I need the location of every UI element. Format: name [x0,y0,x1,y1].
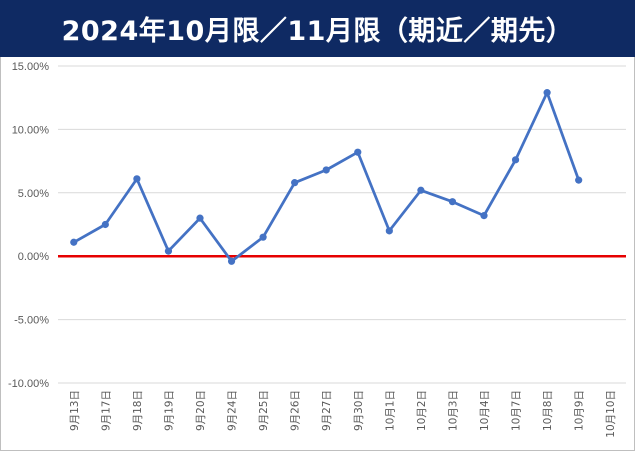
series-line [72,91,581,263]
data-point [227,257,236,265]
data-point [101,220,109,229]
data-point [448,198,457,206]
data-point [385,227,393,235]
x-tick-label: 10月10日 [605,390,617,438]
y-tick-label: 15.00% [12,61,50,73]
x-tick-label: 9月24日 [227,390,239,431]
data-point [70,238,78,246]
y-tick-label: 10.00% [12,124,50,136]
data-point [133,175,141,183]
data-point [511,156,520,164]
y-tick-label: -5.00% [14,315,49,327]
y-tick-label: 5.00% [18,188,49,200]
x-tick-label: 9月17日 [100,390,112,431]
chart-title-bar: 2024年10月限／11月限（期近／期先） [0,0,635,57]
x-tick-label: 9月25日 [258,390,270,431]
x-tick-label: 9月18日 [132,390,144,431]
x-tick-label: 9月20日 [195,390,207,431]
data-point [164,247,173,255]
gridlines [58,65,626,384]
data-point [322,166,330,174]
x-tick-label: 9月30日 [353,390,365,431]
chart-title: 2024年10月限／11月限（期近／期先） [61,16,574,47]
data-point [354,148,362,156]
x-tick-label: 10月8日 [542,390,554,431]
data-point [480,212,488,220]
y-axis-ticks: 15.00% 10.00% 5.00% 0.00% -5.00% -10.00% [8,61,49,390]
data-point [291,179,299,187]
y-tick-label: -10.00% [8,378,49,390]
series-line-group [72,91,581,263]
x-tick-label: 10月9日 [574,390,586,431]
x-tick-label: 9月27日 [321,390,333,431]
data-point [196,214,204,222]
data-point [575,176,583,184]
x-tick-label: 10月7日 [511,390,523,431]
line-chart: 15.00% 10.00% 5.00% 0.00% -5.00% -10.00% 9月13… [8,61,626,438]
data-point [543,89,551,97]
x-tick-label: 10月1日 [384,390,396,431]
x-axis-ticks: 9月13日 9月17日 9月18日 9月19日 9月20日 9月24日 9月25日 9月26日… [69,390,617,438]
x-tick-label: 10月3日 [447,390,459,431]
data-point [417,186,425,194]
x-tick-label: 10月2日 [416,390,428,431]
data-points [70,89,583,265]
y-tick-label: 0.00% [18,251,49,263]
x-tick-label: 10月4日 [479,390,491,431]
x-tick-label: 9月19日 [163,390,175,431]
x-tick-label: 9月26日 [290,390,302,431]
data-point [259,233,267,241]
x-tick-label: 9月13日 [69,390,81,431]
